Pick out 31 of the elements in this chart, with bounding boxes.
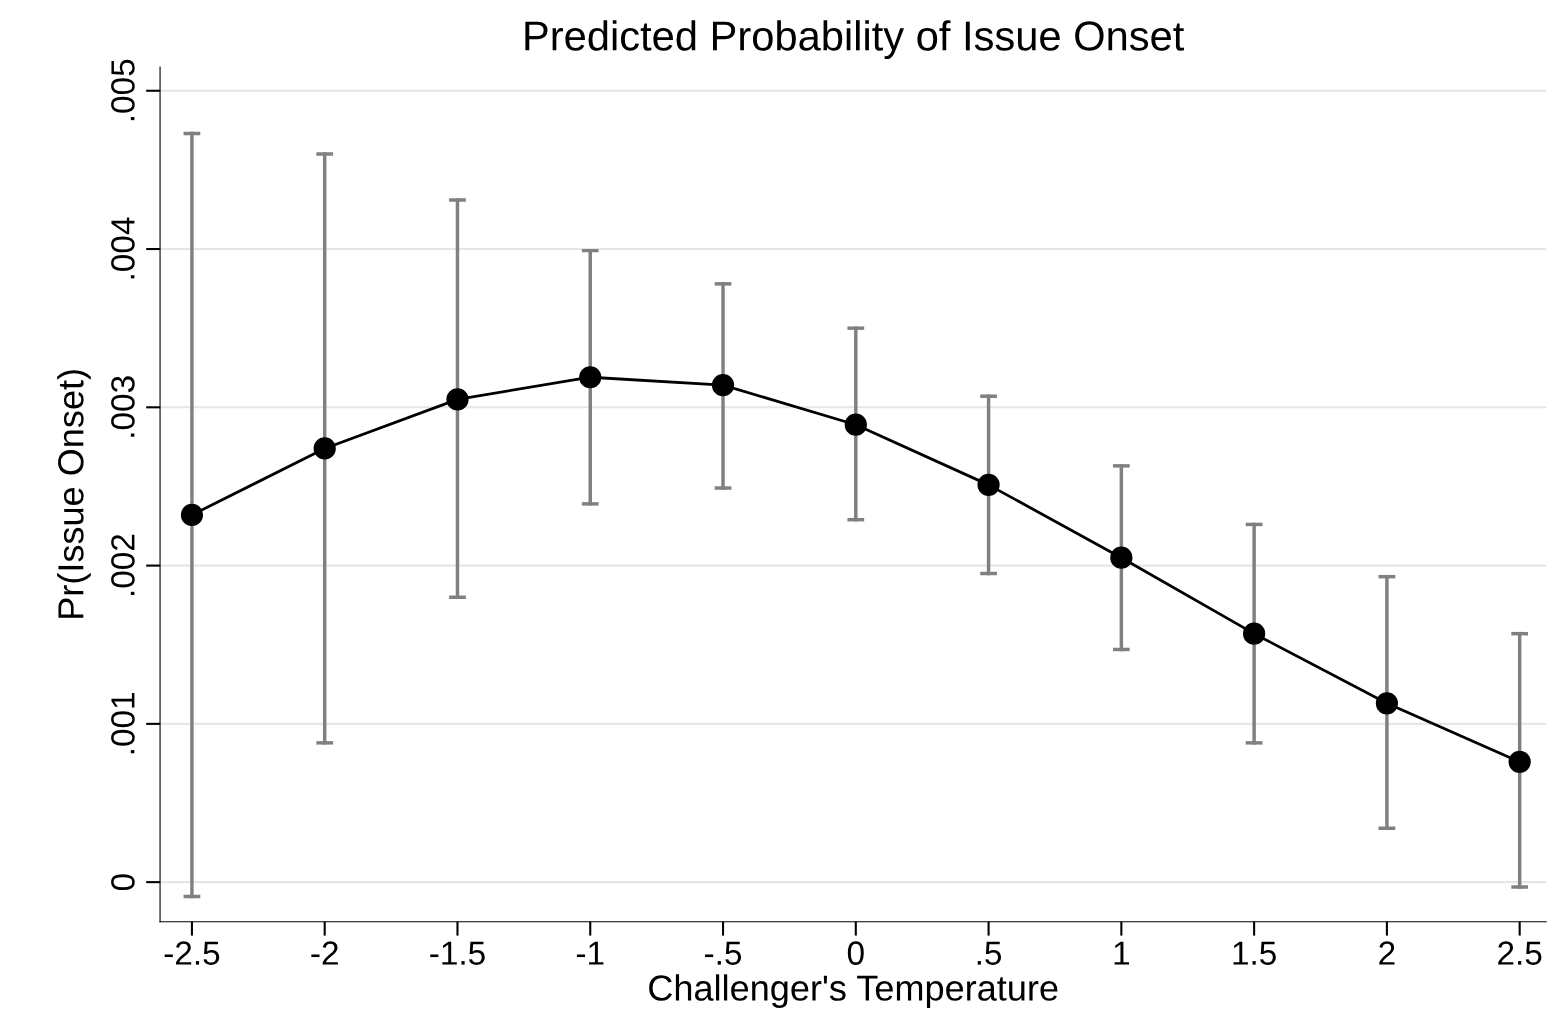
point bbox=[977, 473, 1000, 496]
x-axis-title: Challenger's Temperature bbox=[649, 974, 1058, 1008]
point bbox=[180, 503, 204, 527]
y-tick-label: .003 bbox=[111, 376, 135, 437]
x-tick-label: 1 bbox=[1114, 941, 1129, 965]
x-tick-label: -2.5 bbox=[164, 941, 220, 965]
y-tick-label: .002 bbox=[111, 534, 135, 595]
y-tick-label: .005 bbox=[111, 59, 135, 121]
y-tick-label: .001 bbox=[111, 693, 135, 754]
point bbox=[844, 413, 867, 436]
x-tick-label: -.5 bbox=[705, 941, 742, 965]
x-tick-label: 1.5 bbox=[1233, 941, 1276, 965]
point bbox=[1243, 622, 1266, 645]
x-tick-label: 2.5 bbox=[1498, 941, 1542, 965]
x-tick-label: 0 bbox=[847, 941, 864, 965]
x-tick-label: 2 bbox=[1379, 941, 1395, 965]
point bbox=[1375, 692, 1399, 715]
point bbox=[313, 437, 336, 460]
y-axis-title: Pr(Issue Onset) bbox=[57, 370, 91, 618]
x-tick-label: -1.5 bbox=[430, 941, 485, 965]
x-tick-label: .5 bbox=[977, 941, 1002, 965]
chart-title: Predicted Probability of Issue Onset bbox=[525, 20, 1185, 59]
point bbox=[1508, 750, 1531, 773]
point bbox=[579, 366, 602, 389]
point bbox=[1110, 546, 1133, 569]
x-tick-label: -1 bbox=[576, 941, 604, 965]
point bbox=[446, 388, 469, 411]
y-tick-label: .004 bbox=[111, 217, 135, 279]
y-tick-label: 0 bbox=[111, 874, 135, 891]
point bbox=[711, 374, 735, 397]
x-tick-label: -2 bbox=[311, 941, 338, 965]
